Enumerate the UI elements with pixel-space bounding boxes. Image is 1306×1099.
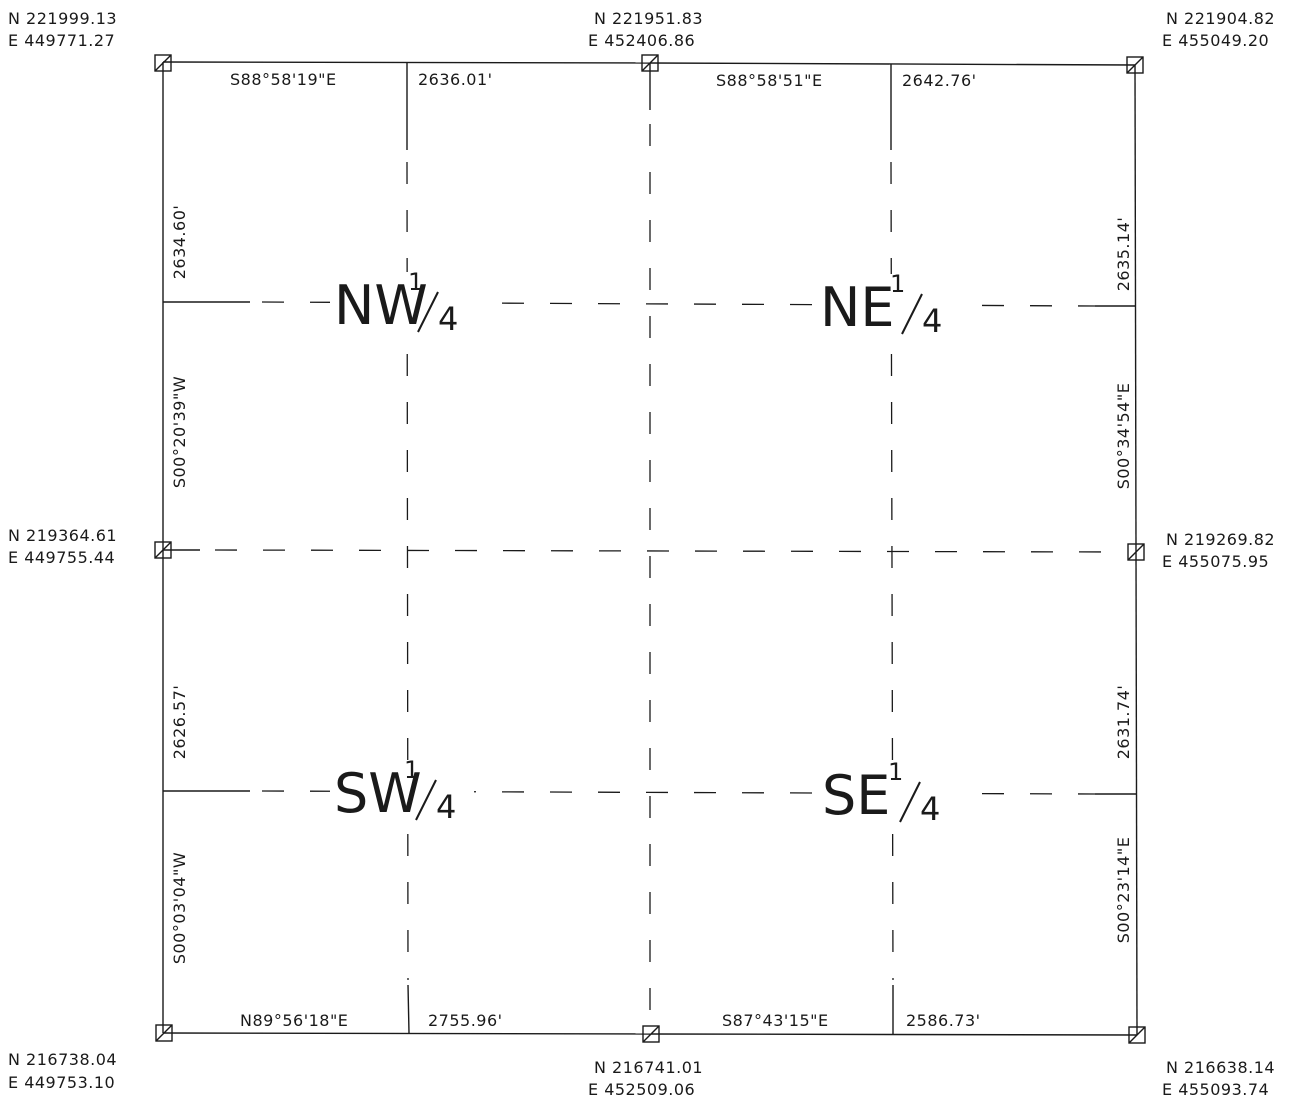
center-ew-dashed (214, 549, 1121, 553)
monument-sw (155, 1024, 173, 1042)
w-mid-easting: E 449755.44 (8, 548, 115, 567)
nw-prefix: NW (334, 274, 428, 337)
s-mid-northing: N 216741.01 (594, 1058, 703, 1077)
east-north-distance: 2635.14' (1114, 217, 1133, 292)
south-west-bearing: N89°56'18"E (240, 1011, 348, 1030)
e-mid-northing: N 219269.82 (1166, 530, 1275, 549)
se-numerator: 1 (888, 758, 904, 786)
sw-sixteenth-vertical-solid (407, 984, 410, 1034)
east-south-distance: 2631.74' (1114, 685, 1133, 760)
west-south-distance: 2626.57' (170, 685, 189, 760)
east-north-bearing: S00°34'54"E (1114, 383, 1133, 490)
e-sixteenth-vertical-dashed (890, 161, 894, 981)
south-west-distance: 2755.96' (428, 1011, 503, 1030)
north-east-distance: 2642.76' (902, 71, 977, 90)
se-prefix: SE (822, 764, 890, 827)
monuments (154, 54, 1146, 1044)
sw-prefix: SW (334, 762, 422, 825)
sw-denominator: 4 (436, 788, 457, 826)
n-mid-northing: N 221951.83 (594, 9, 703, 28)
north-west-bearing: S88°58'19"E (230, 70, 337, 89)
monument-se (1128, 1026, 1146, 1044)
south-line-east (650, 1033, 1138, 1036)
corner-coordinates: N 221999.13 E 449771.27 N 221951.83 E 45… (8, 9, 1275, 1099)
se-denominator: 4 (920, 790, 941, 828)
west-north-bearing: S00°20'39"W (170, 376, 189, 488)
nw-northing: N 221999.13 (8, 9, 117, 28)
monument-w-mid (154, 541, 172, 559)
w-sixteenth-vertical-dashed (406, 161, 409, 981)
se-easting: E 455093.74 (1162, 1080, 1269, 1099)
quarter-lines (163, 63, 1121, 1020)
east-line (1134, 64, 1138, 1036)
quarter-label-sw: SW 1 4 (330, 756, 474, 826)
sw-northing: N 216738.04 (8, 1050, 117, 1069)
monument-s-mid (642, 1025, 660, 1043)
north-line-east (649, 62, 1136, 66)
nw-easting: E 449771.27 (8, 31, 115, 50)
monument-ne (1126, 56, 1144, 74)
south-east-distance: 2586.73' (906, 1011, 981, 1030)
ne-denominator: 4 (922, 302, 943, 340)
n-mid-easting: E 452406.86 (588, 31, 695, 50)
west-south-bearing: S00°03'04"W (170, 852, 189, 964)
ne-easting: E 455049.20 (1162, 31, 1269, 50)
se-northing: N 216638.14 (1166, 1058, 1275, 1077)
monument-n-mid (641, 54, 659, 72)
w-mid-northing: N 219364.61 (8, 526, 117, 545)
section-boundary (162, 61, 1138, 1036)
west-north-distance: 2634.60' (170, 205, 189, 280)
horizontal-calls: S88°58'19"E 2636.01' S88°58'51"E 2642.76… (230, 70, 981, 1030)
south-line-west (162, 1032, 652, 1035)
ne-northing: N 221904.82 (1166, 9, 1275, 28)
south-east-bearing: S87°43'15"E (722, 1011, 829, 1030)
sw-easting: E 449753.10 (8, 1073, 115, 1092)
ne-prefix: NE (820, 276, 895, 339)
quarter-labels: NW 1 4 NE 1 4 SW 1 4 SE 1 4 (330, 268, 958, 828)
quarter-label-ne: NE 1 4 (816, 270, 958, 340)
nw-numerator: 1 (408, 268, 424, 296)
monument-e-mid (1127, 543, 1145, 561)
nw-denominator: 4 (438, 300, 459, 338)
quarter-label-nw: NW 1 4 (330, 268, 476, 338)
east-south-bearing: S00°23'14"E (1114, 837, 1133, 944)
sw-numerator: 1 (404, 756, 420, 784)
s-mid-easting: E 452509.06 (588, 1080, 695, 1099)
monument-nw (154, 54, 172, 72)
vertical-calls: 2634.60' S00°20'39"W 2626.57' S00°03'04"… (170, 205, 1133, 964)
north-west-distance: 2636.01' (418, 70, 493, 89)
north-east-bearing: S88°58'51"E (716, 71, 823, 90)
sixteenth-lines (163, 62, 1137, 1034)
e-mid-easting: E 455075.95 (1162, 552, 1269, 571)
ne-numerator: 1 (890, 270, 906, 298)
quarter-label-se: SE 1 4 (818, 758, 958, 828)
